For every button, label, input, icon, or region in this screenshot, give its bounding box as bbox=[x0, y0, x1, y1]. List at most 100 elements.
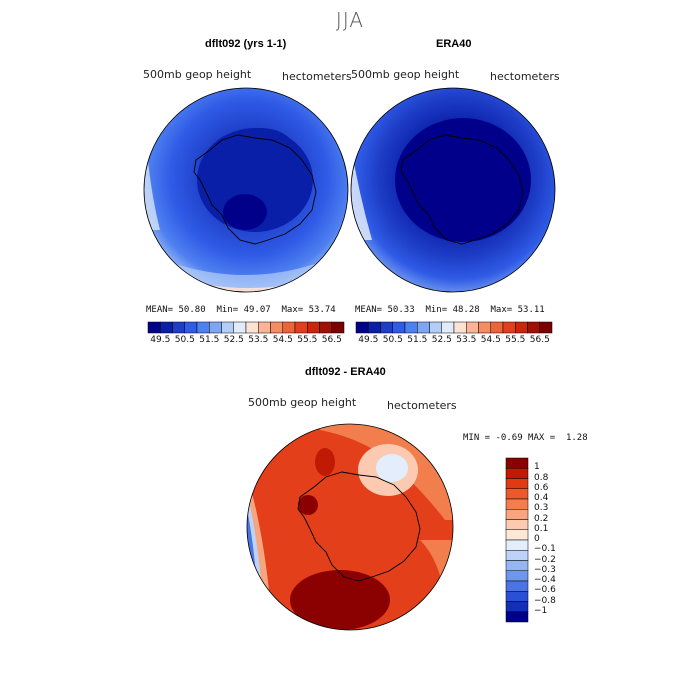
panel2-colorbar-swatch bbox=[539, 321, 553, 334]
panel2-colorbar-tick-label: 55.5 bbox=[505, 335, 526, 345]
difference-colorbar-swatch bbox=[505, 611, 529, 623]
panel1-colorbar-swatch bbox=[196, 321, 210, 334]
difference-colorbar-tick-label: −0.1 bbox=[534, 544, 556, 555]
panel2-colorbar-tick-label: 50.5 bbox=[382, 335, 403, 345]
panel2-map bbox=[351, 88, 555, 292]
panel2-colorbar-swatch bbox=[429, 321, 442, 334]
panel1-mean-label: MEAN= bbox=[146, 305, 174, 315]
panel1-colorbar-swatch bbox=[294, 321, 308, 334]
panel1-colorbar-swatch bbox=[233, 321, 247, 334]
difference-colorbar-tick-label: −0.2 bbox=[534, 554, 556, 565]
panel1-colorbar-tick-label: 51.5 bbox=[199, 335, 220, 345]
difference-colorbar-tick-label: −0.4 bbox=[534, 575, 556, 585]
panel1-map-border bbox=[143, 87, 349, 293]
panel1-colorbar bbox=[147, 321, 345, 334]
panel1-colorbar-swatch bbox=[258, 321, 271, 334]
difference-colorbar-tick-label: 0 bbox=[534, 534, 540, 544]
panel1-colorbar-swatch bbox=[331, 321, 345, 334]
panel1-colorbar-swatch bbox=[245, 321, 259, 334]
difference-colorbar-swatch bbox=[505, 468, 529, 479]
panel1-colorbar-swatch bbox=[282, 321, 296, 334]
panel1-min-value: 49.07 bbox=[243, 305, 271, 315]
panel2-max-value: 53.11 bbox=[517, 305, 545, 315]
difference-max-label: MAX = bbox=[528, 433, 556, 443]
panel2-colorbar-swatch bbox=[527, 321, 540, 334]
panel2-map-border bbox=[350, 87, 556, 293]
panel2-colorbar-swatch bbox=[441, 321, 455, 334]
panel2-colorbar-swatch bbox=[417, 321, 430, 334]
panel2-colorbar-tick-label: 51.5 bbox=[407, 335, 428, 345]
difference-colorbar-swatch bbox=[505, 591, 529, 602]
panel2-colorbar-swatch bbox=[478, 321, 491, 334]
panel2-min-value: 48.28 bbox=[452, 305, 480, 315]
difference-variable-label: 500mb geop height bbox=[248, 396, 357, 409]
panel2-min-label: Min= bbox=[425, 305, 448, 315]
panel1-colorbar-swatch bbox=[172, 321, 185, 334]
panel2-colorbar-swatch bbox=[502, 321, 516, 334]
panel2-colorbar-swatch bbox=[466, 321, 479, 334]
difference-units-label: hectometers bbox=[387, 399, 457, 412]
panel2-colorbar-swatch bbox=[490, 321, 504, 334]
difference-colorbar-swatch bbox=[505, 519, 529, 530]
difference-colorbar-swatch bbox=[505, 539, 529, 551]
panel2-colorbar-tick-label: 56.5 bbox=[529, 335, 550, 345]
difference-min-label: MIN = bbox=[463, 433, 491, 443]
difference-colorbar-swatch bbox=[505, 498, 529, 510]
panel1-colorbar-swatch bbox=[147, 321, 161, 334]
panel1-colorbar-tick-label: 50.5 bbox=[174, 335, 195, 345]
panel2-stats: MEAN= 50.33 Min= 48.28 Max= 53.11 bbox=[355, 305, 545, 315]
panel2-colorbar-tick-label: 53.5 bbox=[456, 335, 477, 345]
panel1-stats: MEAN= 50.80 Min= 49.07 Max= 53.74 bbox=[146, 305, 336, 315]
difference-colorbar-swatch bbox=[505, 550, 529, 561]
panel1-colorbar-tick-label: 54.5 bbox=[272, 335, 293, 345]
panel1-antarctica-coastline bbox=[193, 134, 317, 245]
panel1-title: dflt092 (yrs 1-1) bbox=[205, 38, 287, 50]
panel2-colorbar-tick-label: 52.5 bbox=[431, 335, 452, 345]
panel1-colorbar-tick-label: 49.5 bbox=[150, 335, 171, 345]
difference-colorbar-tick-label: 0.4 bbox=[534, 493, 549, 503]
difference-colorbar-tick-label: 0.6 bbox=[534, 482, 549, 493]
panel1-units-label: hectometers bbox=[282, 70, 352, 83]
panel1-colorbar-swatch bbox=[270, 321, 283, 334]
panel2-colorbar-tick-label: 49.5 bbox=[358, 335, 379, 345]
difference-colorbar-swatch bbox=[505, 570, 529, 582]
difference-antarctica-coastline bbox=[297, 471, 421, 582]
panel2-colorbar-swatch bbox=[515, 321, 528, 334]
difference-stats: MIN = -0.69 MAX = 1.28 bbox=[463, 433, 588, 443]
difference-min-value: -0.69 bbox=[495, 433, 523, 443]
figure-title: JJA bbox=[335, 8, 365, 32]
difference-colorbar-tick-label: 0.1 bbox=[534, 523, 549, 534]
panel2-antarctica-coastline bbox=[400, 134, 524, 245]
difference-colorbar-swatch bbox=[505, 601, 529, 612]
difference-colorbar-tick-label: −0.8 bbox=[534, 595, 556, 606]
panel1-colorbar-tick-label: 52.5 bbox=[223, 335, 244, 345]
difference-colorbar-tick-label: 0.3 bbox=[534, 503, 549, 514]
panel1-colorbar-tick-label: 53.5 bbox=[248, 335, 269, 345]
panel2-variable-label: 500mb geop height bbox=[351, 68, 460, 81]
panel2-mean-label: MEAN= bbox=[355, 305, 383, 315]
difference-title: dflt092 - ERA40 bbox=[305, 366, 386, 378]
panel1-max-value: 53.74 bbox=[308, 305, 336, 315]
panel1-colorbar-tick-label: 56.5 bbox=[321, 335, 342, 345]
difference-colorbar-swatch bbox=[505, 509, 529, 520]
panel2-colorbar bbox=[355, 321, 553, 334]
difference-colorbar-tick-label: −1 bbox=[534, 605, 548, 616]
panel2-colorbar-swatch bbox=[368, 321, 381, 334]
difference-colorbar-tick-label: 0.8 bbox=[534, 472, 549, 483]
panel1-max-label: Max= bbox=[281, 305, 304, 315]
difference-colorbar-tick-label: 0.2 bbox=[534, 513, 549, 524]
panel2-mean-value: 50.33 bbox=[387, 305, 415, 315]
panel2-title: ERA40 bbox=[436, 38, 472, 50]
panel1-map bbox=[144, 88, 348, 292]
difference-colorbar-swatch bbox=[505, 560, 529, 571]
panel2-units-label: hectometers bbox=[490, 70, 560, 83]
difference-colorbar-swatch bbox=[505, 457, 529, 469]
panel1-colorbar-swatch bbox=[184, 321, 198, 334]
difference-colorbar-swatch bbox=[505, 529, 529, 541]
panel2-max-label: Max= bbox=[490, 305, 513, 315]
difference-map bbox=[247, 424, 453, 630]
panel2-colorbar-swatch bbox=[355, 321, 369, 334]
panel1-colorbar-tick-label: 55.5 bbox=[297, 335, 318, 345]
panel2-colorbar-tick-label: 54.5 bbox=[480, 335, 501, 345]
